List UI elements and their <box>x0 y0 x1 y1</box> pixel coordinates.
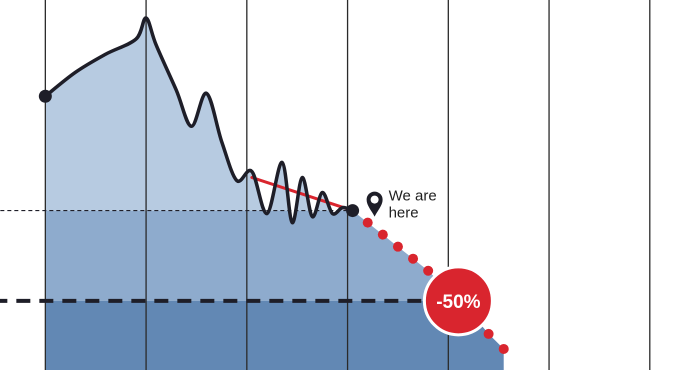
projection-point <box>362 217 373 228</box>
projection-point <box>377 229 388 240</box>
location-pin-icon <box>366 191 383 217</box>
data-marker <box>346 204 360 218</box>
projection-point <box>483 328 494 339</box>
data-markers <box>38 89 360 218</box>
data-marker <box>38 89 52 103</box>
percent-badge: -50% <box>422 265 494 337</box>
badge-label: -50% <box>436 292 480 313</box>
history-line <box>43 16 355 225</box>
projection-point <box>423 265 434 276</box>
projection-point <box>392 241 403 252</box>
trend-line <box>250 175 355 213</box>
location-annotation: We are here <box>366 188 437 222</box>
annotation-label-line2: here <box>389 205 419 222</box>
reference-lines <box>0 209 459 303</box>
vertical-gridlines <box>44 0 651 370</box>
area-band-lower <box>45 300 504 370</box>
annotation-label-line1: We are <box>389 188 437 205</box>
projection-point <box>408 253 419 264</box>
series-lines <box>43 16 355 225</box>
badge-circle <box>422 265 494 337</box>
area-band-middle <box>45 210 459 301</box>
projection-point <box>498 343 509 354</box>
